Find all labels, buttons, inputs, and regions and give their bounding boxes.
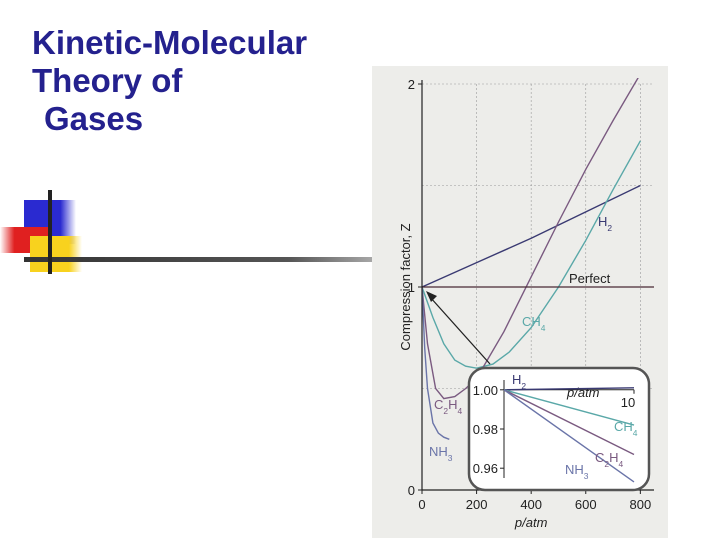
deco-horizontal-rule	[24, 257, 376, 262]
y-axis-title: Compression factor, Z	[398, 223, 413, 350]
deco-yellow-square	[30, 236, 82, 272]
series-label-h2: H2	[598, 214, 612, 233]
x-tick-label: 800	[630, 497, 652, 512]
slide-title-line-2: Gases	[44, 100, 144, 137]
y-tick-label: 1	[408, 280, 415, 295]
inset-series-label-c2h4: C2H4	[595, 450, 623, 469]
series-label-ch4: CH4	[522, 314, 546, 333]
deco-vertical-rule	[48, 190, 52, 274]
series-line-h2	[422, 184, 641, 288]
inset-series-label-nh3: NH3	[565, 462, 589, 481]
inset-series-line-h2	[503, 387, 635, 391]
arrow-head	[426, 291, 437, 302]
inset-series-line-nh3	[503, 389, 635, 483]
inset-series-label-ch4: CH4	[614, 419, 638, 438]
x-axis-title: p/atm	[514, 515, 548, 530]
slide-title-line-1: Kinetic-Molecular Theory of	[32, 24, 308, 99]
y-tick-label: 0	[408, 483, 415, 498]
inset-series-line-c2h4	[503, 389, 635, 456]
x-tick-label: 400	[520, 497, 542, 512]
series-line-ch4	[422, 140, 642, 369]
series-label-perfect: Perfect	[569, 271, 611, 286]
x-tick-label: 200	[466, 497, 488, 512]
slide-title: Kinetic-Molecular Theory of Gases	[32, 24, 392, 138]
series-label-nh3: NH3	[429, 444, 453, 463]
series-line-nh3	[422, 286, 450, 440]
inset-y-tick-label: 0.98	[473, 422, 498, 437]
inset-y-tick-label: 0.96	[473, 461, 498, 476]
x-tick-label: 0	[418, 497, 425, 512]
series-label-c2h4: C2H4	[434, 397, 462, 416]
x-tick-label: 600	[575, 497, 597, 512]
inset-pointer-arrow	[429, 296, 491, 365]
inset-x-axis-title: p/atm	[566, 385, 600, 400]
inset-series-line-ch4	[503, 389, 635, 426]
inset-y-tick-label: 1.00	[473, 383, 498, 398]
y-tick-label: 2	[408, 77, 415, 92]
compression-factor-chart: 0 1 2 0 200 400 600 800 p/atm Compression factor,…	[398, 77, 654, 530]
inset-series-label-h2: H2	[512, 372, 526, 391]
inset-x-tick-label: 10	[621, 395, 635, 410]
